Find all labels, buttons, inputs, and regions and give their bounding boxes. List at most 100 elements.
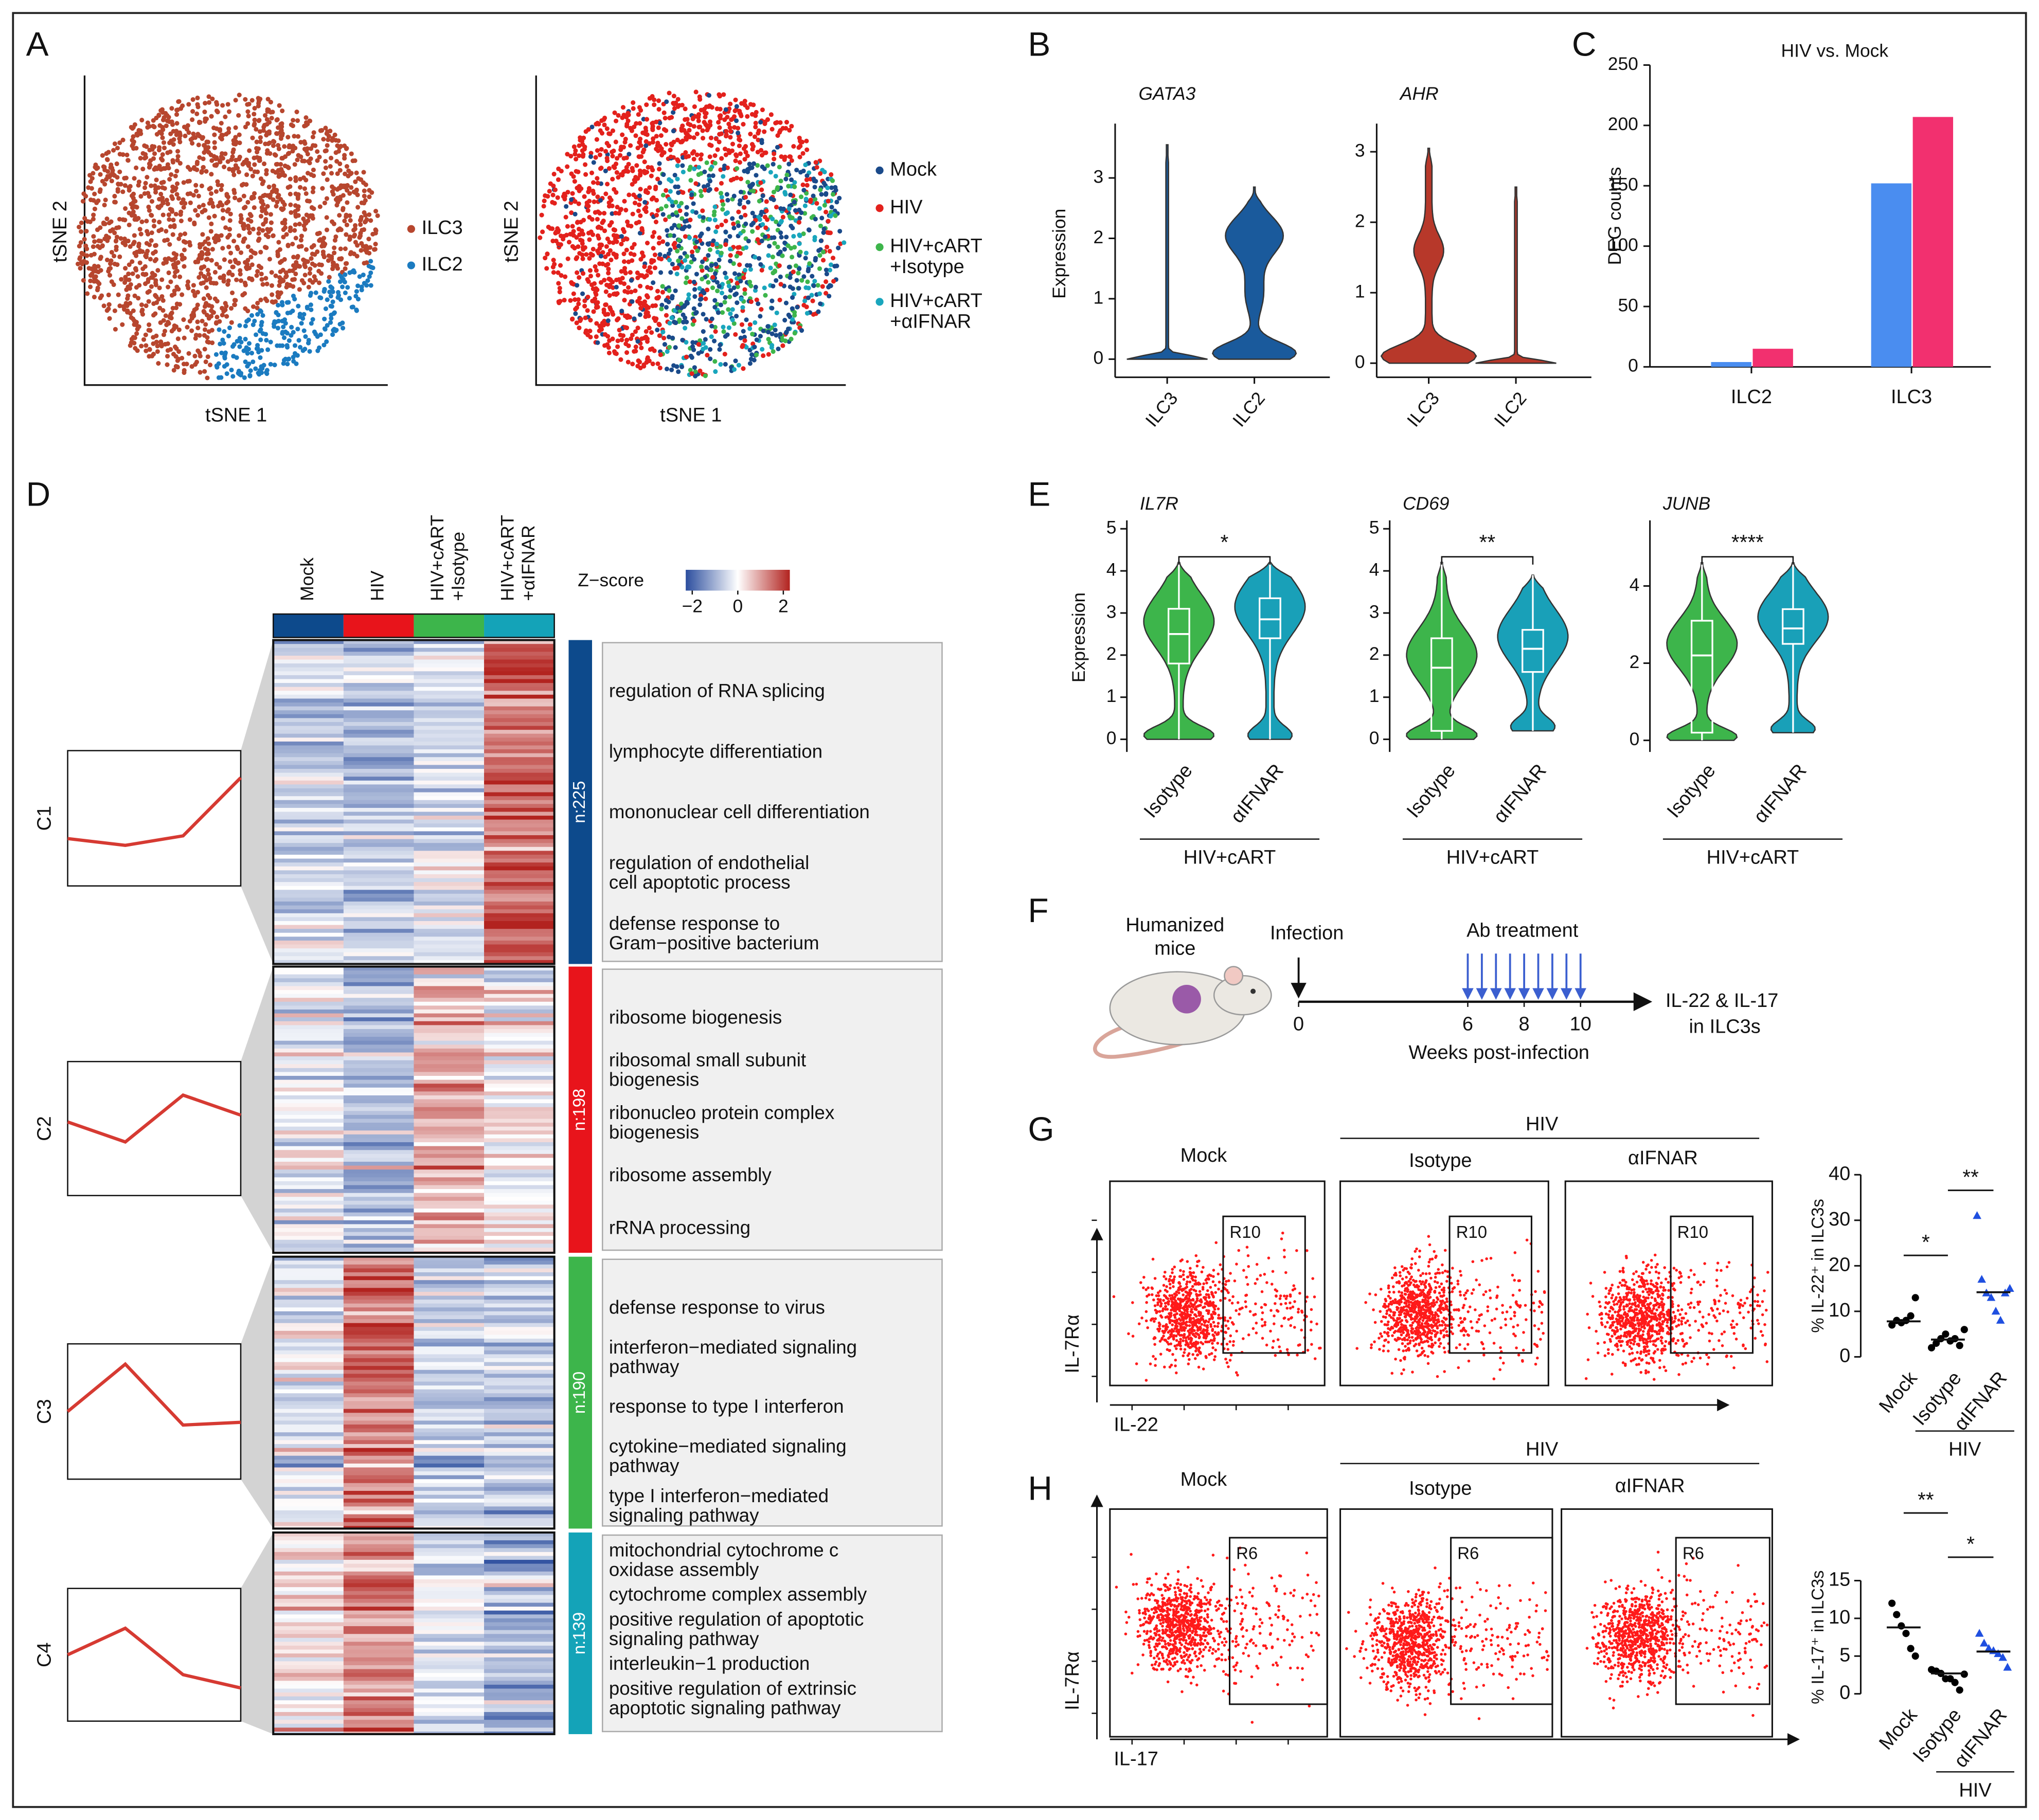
tsne-dot (148, 257, 153, 262)
heat-cell (343, 1048, 415, 1053)
heat-cell (273, 1646, 344, 1650)
tsne-dot (545, 194, 550, 199)
tsne-dot (679, 226, 685, 231)
tsne-dot (708, 135, 714, 140)
heat-cell (414, 1377, 485, 1382)
tsne-dot (342, 279, 347, 284)
tsne-dot (705, 287, 710, 293)
heat-cell (484, 714, 555, 719)
tsne-dot (712, 204, 718, 209)
heat-cell (484, 1303, 555, 1308)
tsne-dot (202, 347, 207, 352)
tsne-dot (96, 269, 101, 275)
legend-label: +Isotype (890, 256, 964, 278)
tsne-dot (285, 345, 290, 350)
tsne-dot (796, 286, 801, 291)
heat-cell (484, 706, 555, 711)
tsne-dot (626, 259, 631, 264)
tsne-dot (122, 307, 127, 312)
go-term: type I interferon−mediated (609, 1485, 829, 1506)
tsne-dot (363, 213, 368, 218)
tsne-dot (798, 170, 803, 175)
tsne-dot (772, 241, 777, 246)
tsne-dot (700, 136, 706, 141)
tsne-dot (251, 304, 256, 309)
tsne-dot (703, 373, 708, 379)
tsne-dot (595, 233, 600, 238)
tsne-dot (143, 181, 148, 186)
tsne-dot (825, 244, 830, 249)
heat-cell (343, 1532, 415, 1537)
tsne-dot (132, 217, 137, 222)
tsne-dot (268, 227, 273, 232)
heat-cell (273, 1146, 344, 1150)
legend-swatch (407, 261, 415, 269)
heat-cell (273, 1123, 344, 1127)
heat-cell (343, 890, 415, 894)
tsne-dot (300, 348, 306, 353)
tsne-dot (174, 364, 180, 369)
tsne-dot (629, 278, 634, 283)
heat-cell (343, 1444, 415, 1449)
tsne-dot (790, 317, 795, 322)
y-tick-label: 50 (1618, 295, 1638, 315)
go-term: signaling pathway (609, 1505, 759, 1526)
tsne-dot (578, 135, 583, 140)
tsne-dot (588, 251, 594, 257)
heat-cell (343, 1567, 415, 1572)
tsne-dot (214, 314, 220, 320)
heat-cell (273, 1389, 344, 1394)
heat-cell (273, 792, 344, 797)
tsne-dot (615, 338, 620, 344)
tsne-dot (189, 328, 194, 333)
tsne-dot (754, 352, 759, 357)
tsne-dot (176, 349, 182, 354)
tsne-dot (328, 320, 333, 325)
y-tick-label: 2 (1093, 227, 1103, 247)
heat-cell (414, 1209, 485, 1213)
heat-cell (484, 1272, 555, 1277)
tsne-dot (249, 313, 255, 318)
tsne-dot (372, 247, 378, 252)
tsne-dot (351, 268, 356, 273)
heat-cell (484, 1291, 555, 1296)
heat-cell (273, 1602, 344, 1607)
tsne-dot (711, 338, 717, 344)
tsne-dot (668, 148, 673, 153)
cluster-bar (568, 640, 593, 964)
tsne-dot (170, 196, 175, 201)
heat-cell (484, 940, 555, 945)
heat-cell (343, 1502, 415, 1507)
heat-cell (484, 1567, 555, 1572)
tsne-dot (177, 274, 183, 279)
go-term: ribosomal small subunit (609, 1050, 806, 1071)
heat-cell (343, 1268, 415, 1273)
tsne-dot (106, 306, 111, 312)
tsne-dot (742, 157, 747, 162)
tsne-dot (298, 238, 303, 243)
heat-cell (273, 1595, 344, 1599)
tsne-dot (337, 213, 342, 218)
tsne-dot (748, 283, 754, 289)
tsne-dot (770, 298, 775, 303)
tsne-dot (593, 264, 598, 269)
tsne-dot (174, 121, 180, 126)
tsne-dot (362, 227, 367, 232)
heat-cell (343, 1420, 415, 1425)
tsne-dot (597, 211, 602, 216)
tsne-dot (290, 149, 295, 154)
heat-cell (273, 921, 344, 926)
heat-cell (484, 761, 555, 766)
tsne-dot (778, 282, 783, 287)
tsne-dot (594, 137, 599, 142)
tsne-dot (186, 102, 191, 107)
tsne-dot (196, 275, 202, 280)
tsne-dot (273, 170, 278, 175)
tsne-dot (132, 240, 137, 245)
heat-cell (343, 1114, 415, 1120)
tsne-dot (738, 198, 743, 203)
heat-cell (484, 1091, 555, 1096)
heat-cell (273, 1200, 344, 1205)
tsne-dot (300, 158, 305, 164)
